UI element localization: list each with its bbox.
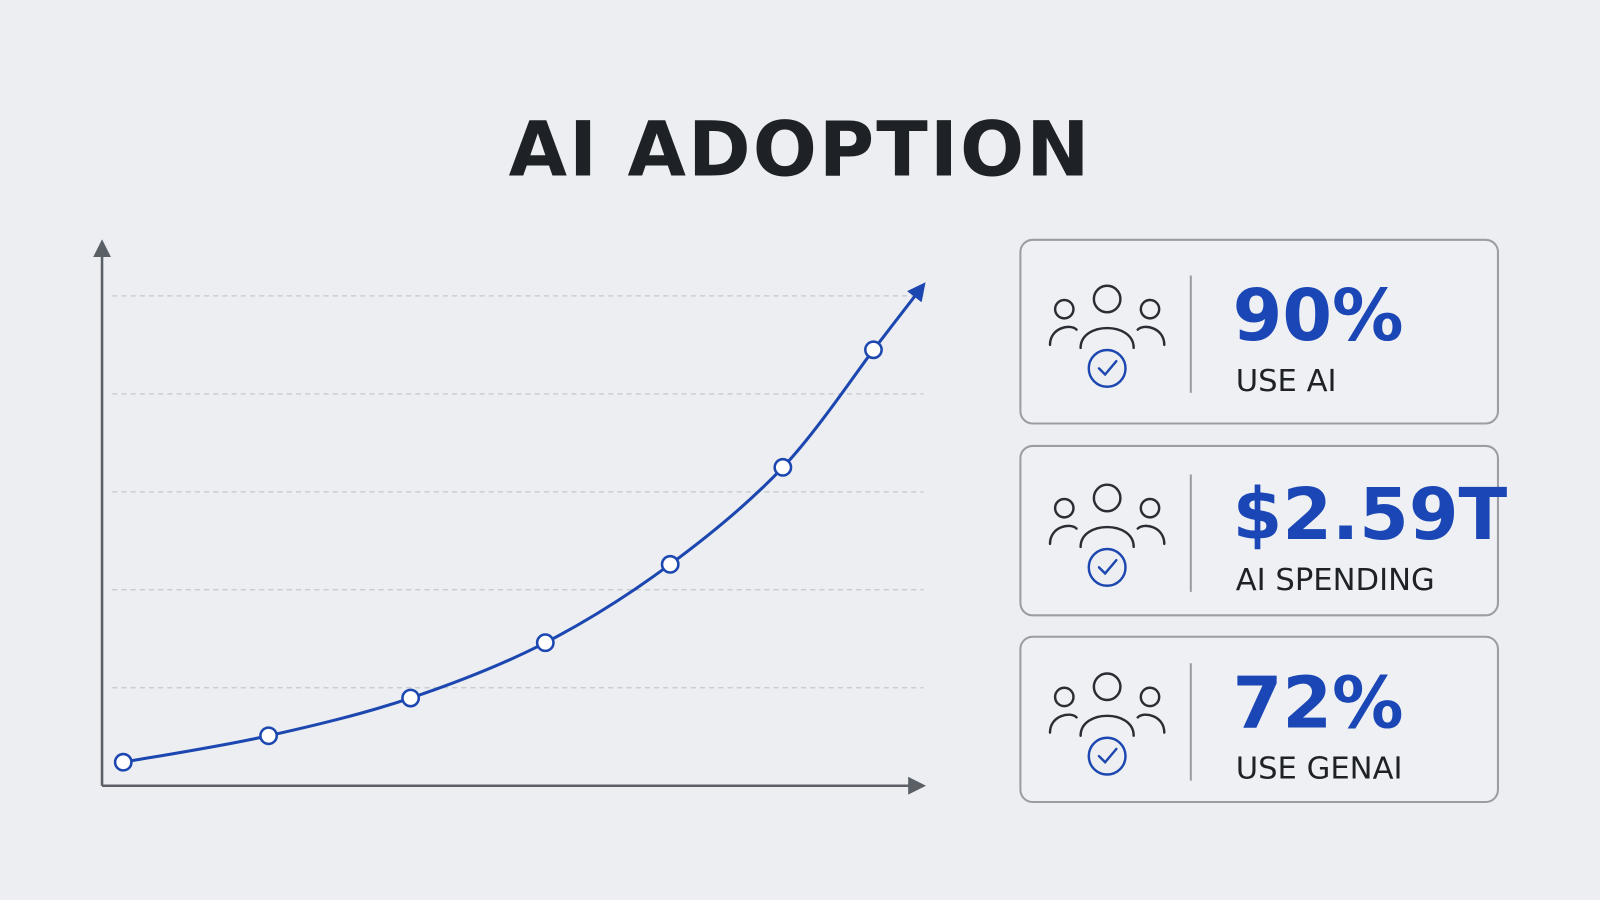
trend-arrow — [872, 282, 926, 351]
stat-value: $2.59T — [1233, 473, 1508, 556]
card-box — [1019, 238, 1499, 425]
stat-label: AI SPENDING — [1236, 563, 1435, 598]
stat-card: $2.59T AI SPENDING — [1019, 444, 1508, 617]
data-point — [535, 633, 555, 653]
data-point — [259, 726, 279, 746]
stat-value: 90% — [1233, 274, 1404, 357]
data-point — [401, 688, 421, 708]
data-point — [113, 752, 133, 772]
data-line — [122, 348, 875, 764]
plot — [112, 282, 926, 772]
stat-card: 72% USE GENAI — [1019, 635, 1499, 804]
card-box — [1019, 444, 1499, 617]
title: AI ADOPTION — [509, 106, 1092, 194]
card-box — [1019, 635, 1499, 804]
data-point — [864, 340, 883, 360]
data-point — [660, 554, 680, 574]
data-point — [773, 457, 793, 477]
stat-card: 90% USE AI — [1019, 238, 1499, 425]
stat-label: USE GENAI — [1236, 752, 1403, 787]
stat-value: 72% — [1233, 662, 1404, 745]
stat-cards: 90% USE AI $2.59T AI SPENDING 72% USE GENAI — [1019, 238, 1508, 804]
stat-label: USE AI — [1236, 364, 1337, 399]
